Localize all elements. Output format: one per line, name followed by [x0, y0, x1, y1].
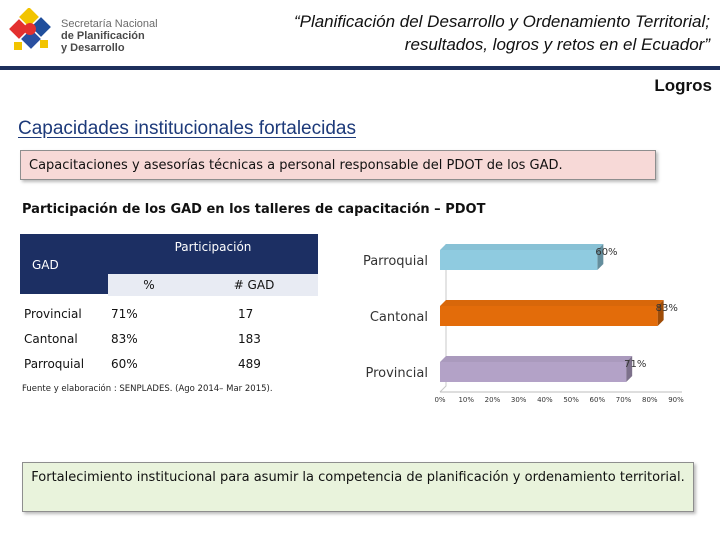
- logo-line-2: de Planificación: [61, 30, 145, 42]
- table-row: Provincial 71% 17: [20, 302, 318, 326]
- category-label: Parroquial: [363, 254, 428, 269]
- logo-line-1: Secretaría Nacional: [61, 18, 158, 30]
- header-title-line-2: resultados, logros y retos en el Ecuador…: [404, 35, 710, 54]
- participation-table: GAD Participación % # GAD Provincial 71%…: [20, 234, 318, 386]
- table-row: Cantonal 83% 183: [20, 327, 318, 351]
- x-tick-label: 40%: [537, 396, 553, 404]
- chart-back-wall: [439, 244, 447, 393]
- bar: [440, 362, 627, 382]
- bar-top-face: [440, 356, 633, 362]
- table-cell-name: Provincial: [24, 307, 82, 321]
- table-cell-num: 17: [238, 307, 254, 321]
- bar: [440, 250, 598, 270]
- x-tick-label: 20%: [485, 396, 501, 404]
- logo-text: Secretaría Nacional de Planificación y D…: [61, 18, 158, 54]
- category-label: Cantonal: [370, 310, 428, 325]
- main-title: Capacidades institucionales fortalecidas: [18, 118, 356, 139]
- header-divider: [0, 66, 720, 70]
- bar-side-face: [626, 356, 633, 382]
- table-cell-pct: 60%: [111, 357, 138, 371]
- senplades-logo: Secretaría Nacional de Planificación y D…: [8, 6, 178, 60]
- header-title: “Planificación del Desarrollo y Ordenami…: [230, 10, 710, 56]
- table-cell-num: 183: [238, 332, 261, 346]
- data-label: 83%: [656, 303, 678, 314]
- section-tag: Logros: [654, 76, 712, 95]
- table-header-gad: GAD: [20, 234, 108, 294]
- bar-side-face: [657, 300, 664, 326]
- x-tick-label: 0%: [434, 396, 445, 404]
- bar: [440, 306, 658, 326]
- table-cell-num: 489: [238, 357, 261, 371]
- header-title-line-1: “Planificación del Desarrollo y Ordenami…: [293, 12, 710, 31]
- bar-side-face: [597, 244, 604, 270]
- table-cell-pct: 71%: [111, 307, 138, 321]
- logo-line-3: y Desarrollo: [61, 42, 125, 54]
- x-tick-label: 70%: [616, 396, 632, 404]
- table-cell-name: Cantonal: [24, 332, 78, 346]
- table-source: Fuente y elaboración : SENPLADES. (Ago 2…: [22, 384, 273, 394]
- x-tick-label: 50%: [563, 396, 579, 404]
- x-tick-label: 60%: [590, 396, 606, 404]
- participation-chart: Parroquial 60% Cantonal 83% Provincial 71% 0% 1…: [363, 244, 684, 404]
- bottom-box: Fortalecimiento institucional para asumi…: [22, 462, 694, 512]
- table-header-gad-label: GAD: [32, 258, 59, 272]
- x-tick-label: 10%: [458, 396, 474, 404]
- x-tick-label: 90%: [668, 396, 684, 404]
- table-subheader-pct: %: [108, 274, 190, 296]
- table-title: Participación de los GAD en los talleres…: [22, 202, 486, 217]
- table-subheader-num: # GAD: [190, 274, 318, 296]
- bar-top-face: [440, 244, 604, 250]
- category-label: Provincial: [365, 366, 428, 381]
- bar-top-face: [440, 300, 664, 306]
- table-header-participation: Participación: [108, 234, 318, 274]
- data-label: 71%: [624, 359, 646, 370]
- table-cell-name: Parroquial: [24, 357, 85, 371]
- x-tick-label: 80%: [642, 396, 658, 404]
- logo-emblem-icon: [9, 8, 51, 50]
- table-row: Parroquial 60% 489: [20, 352, 318, 376]
- highlight-box: Capacitaciones y asesorías técnicas a pe…: [20, 150, 656, 180]
- data-label: 60%: [595, 247, 617, 258]
- x-tick-label: 30%: [511, 396, 527, 404]
- table-cell-pct: 83%: [111, 332, 138, 346]
